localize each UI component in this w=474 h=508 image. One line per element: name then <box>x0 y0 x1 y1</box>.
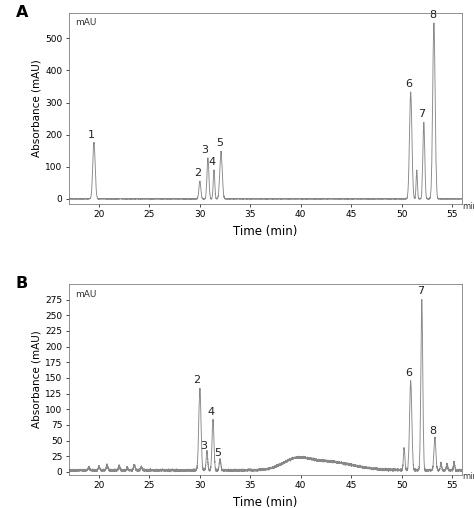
Text: 7: 7 <box>417 287 424 297</box>
Text: B: B <box>16 276 28 291</box>
Text: min: min <box>462 202 474 211</box>
Text: 4: 4 <box>208 407 215 418</box>
Text: 6: 6 <box>405 368 412 378</box>
Text: 3: 3 <box>201 145 209 154</box>
Text: 8: 8 <box>429 10 437 20</box>
Text: A: A <box>16 5 28 20</box>
Text: 3: 3 <box>201 440 208 451</box>
Y-axis label: Absorbance (mAU): Absorbance (mAU) <box>31 331 41 428</box>
Text: min: min <box>462 472 474 481</box>
X-axis label: Time (min): Time (min) <box>233 225 298 238</box>
Text: mAU: mAU <box>74 290 96 299</box>
Y-axis label: Absorbance (mAU): Absorbance (mAU) <box>31 59 41 157</box>
Text: mAU: mAU <box>74 18 96 27</box>
Text: 5: 5 <box>217 138 224 148</box>
Text: 5: 5 <box>215 448 221 458</box>
Text: 4: 4 <box>209 157 216 167</box>
Text: 6: 6 <box>405 79 412 89</box>
Text: 2: 2 <box>194 168 201 178</box>
Text: 7: 7 <box>418 109 425 119</box>
Text: 8: 8 <box>429 426 437 435</box>
X-axis label: Time (min): Time (min) <box>233 496 298 508</box>
Text: 2: 2 <box>193 375 201 385</box>
Text: 1: 1 <box>87 130 94 140</box>
